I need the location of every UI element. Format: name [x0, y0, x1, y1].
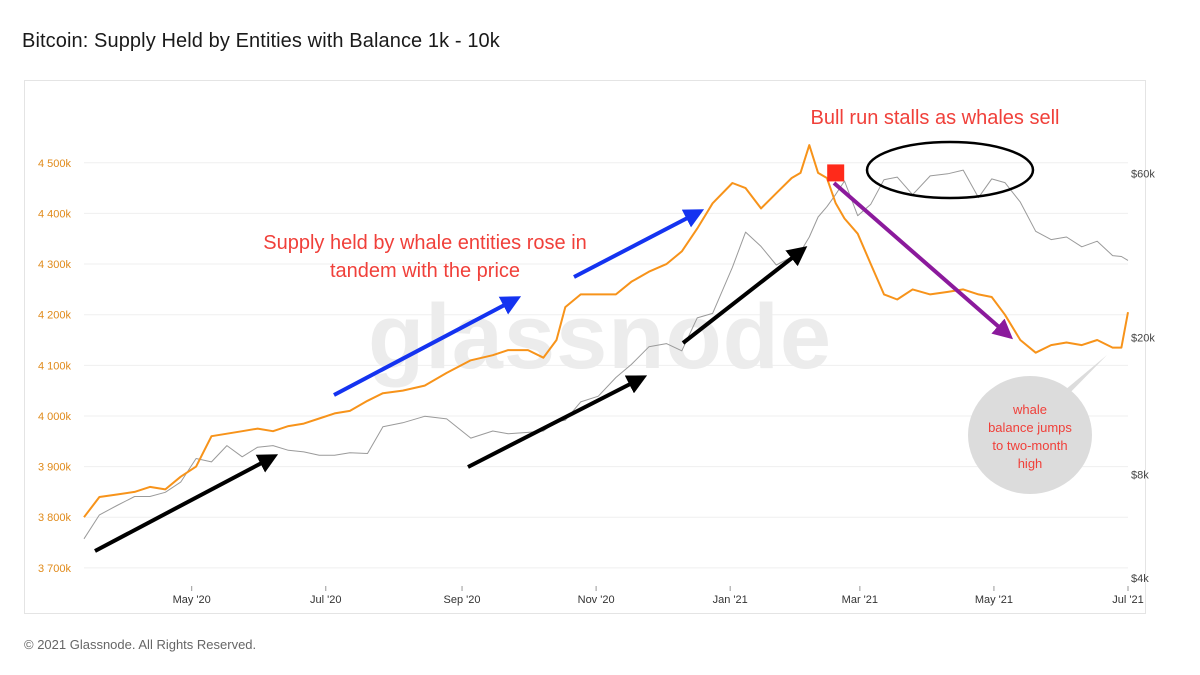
x-tick-label: Jul '21: [1112, 594, 1143, 606]
x-tick-label: May '20: [173, 594, 211, 606]
right-tick-label: $4k: [1131, 573, 1149, 585]
supply-annotation-line-1: Supply held by whale entities rose in: [263, 232, 587, 254]
callout-line-1: whale: [1012, 402, 1047, 417]
left-axis: 3 700k 3 800k 3 900k 4 000k 4 100k 4 200k 4 30…: [38, 158, 72, 575]
highlight-ellipse: [865, 140, 1035, 200]
x-tick-label: May '21: [975, 594, 1013, 606]
callout-line-4: high: [1018, 456, 1043, 471]
left-tick-label: 4 300k: [38, 259, 72, 271]
callout-line-3: to two-month: [992, 438, 1067, 453]
x-tick-label: Sep '20: [444, 594, 481, 606]
glassnode-watermark: glassnode: [368, 286, 832, 388]
right-tick-label: $20k: [1131, 333, 1155, 345]
right-tick-label: $8k: [1131, 469, 1149, 481]
x-tick-label: Mar '21: [842, 594, 878, 606]
black-arrow-1: [94, 454, 279, 553]
x-axis: May '20 Jul '20 Sep '20 Nov '20 Jan '21 Mar '…: [173, 586, 1144, 606]
x-tick-label: Jul '20: [310, 594, 341, 606]
x-tick-label: Jan '21: [713, 594, 748, 606]
chart-title: Bitcoin: Supply Held by Entities with Ba…: [22, 30, 500, 52]
x-tick-label: Nov '20: [578, 594, 615, 606]
sell-marker: [827, 164, 845, 182]
left-tick-label: 3 700k: [38, 563, 72, 575]
left-tick-label: 3 800k: [38, 512, 72, 524]
right-tick-label: $60k: [1131, 168, 1155, 180]
supply-series-line: [83, 144, 1129, 518]
bull-run-annotation: Bull run stalls as whales sell: [811, 107, 1060, 129]
price-series-line: [83, 169, 1129, 540]
left-tick-label: 4 400k: [38, 208, 72, 220]
blue-arrow-1: [333, 296, 522, 397]
callout-bubble: [968, 376, 1092, 494]
left-tick-label: 4 500k: [38, 158, 72, 170]
series-layer: [83, 144, 1129, 540]
right-axis: $4k $8k $20k $60k: [1131, 168, 1155, 585]
chart-frame: [24, 80, 1146, 614]
left-tick-label: 3 900k: [38, 462, 72, 474]
black-arrow-2: [467, 375, 648, 469]
blue-arrow-2: [573, 209, 705, 279]
left-tick-label: 4 200k: [38, 310, 72, 322]
left-tick-label: 4 100k: [38, 360, 72, 372]
callout-line-2: balance jumps: [988, 420, 1072, 435]
purple-arrow: [832, 181, 1014, 340]
supply-annotation-line-2: tandem with the price: [330, 260, 520, 282]
left-tick-label: 4 000k: [38, 411, 72, 423]
copyright-footer: © 2021 Glassnode. All Rights Reserved.: [24, 637, 257, 652]
black-arrow-3: [681, 246, 808, 345]
